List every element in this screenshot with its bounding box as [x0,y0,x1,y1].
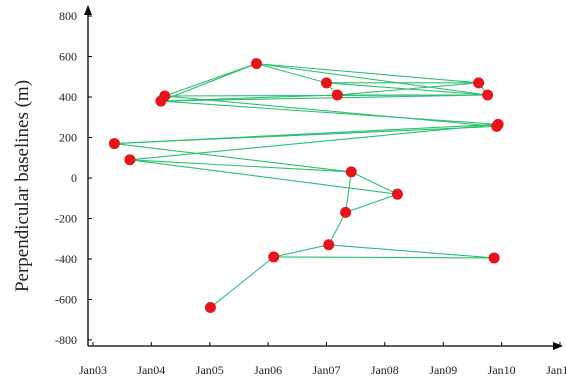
x-tick-label: Jan03 [79,363,107,377]
connection-line [160,94,488,102]
connection-line [210,256,275,308]
acquisition-point [482,89,494,101]
x-tick-label: Jan06 [254,363,282,377]
baseline-connections [114,63,499,308]
connection-line [256,63,488,96]
acquisition-point [124,154,136,166]
connection-line [328,244,495,259]
connection-line [328,212,347,246]
x-tick-label: Jan05 [196,363,224,377]
connection-line [129,123,499,161]
y-tick-label: 0 [71,171,77,185]
connection-line [256,63,479,84]
connection-line [273,256,495,259]
y-tick-label: 600 [59,50,77,64]
connection-line [114,123,499,145]
connection-line [337,82,479,96]
connection-line [160,100,499,125]
acquisition-point [108,138,120,150]
acquisition-point [268,251,280,263]
acquisition-point [391,188,403,200]
connection-line [129,159,398,195]
acquisition-points [108,58,504,314]
connection-line [256,63,327,84]
x-tick-label: Jan10 [488,363,516,377]
acquisition-point [204,302,216,314]
x-axis-arrow [553,342,563,350]
acquisition-point [331,89,343,101]
acquisition-point [492,118,504,130]
acquisition-point [250,58,262,70]
x-tick-label: Jan11 [546,363,566,377]
y-tick-label: -600 [55,292,77,306]
acquisition-point [473,77,485,89]
acquisition-point [323,239,335,251]
y-axis-arrow [84,5,92,15]
connection-line [351,171,398,195]
axes [84,5,563,350]
acquisition-point [340,206,352,218]
acquisition-point [345,166,357,178]
acquisition-point [159,90,171,102]
y-tick-label: -400 [55,252,77,266]
x-tick-label: Jan04 [137,363,165,377]
x-tick-label: Jan09 [429,363,457,377]
connection-line [164,95,497,127]
y-tick-label: -800 [55,333,77,347]
connection-line [164,94,488,97]
acquisition-point [488,252,500,264]
tick-labels: 800 600 400 200 0 -200 -400 -600 -800 Jan03 Jan04 J… [55,9,566,377]
y-tick-label: 800 [59,9,77,23]
connection-line [345,193,398,213]
y-tick-label: -200 [55,211,77,225]
connection-line [114,143,352,173]
y-axis-title: Perpendicular baselines (m) [12,80,33,292]
x-tick-label: Jan07 [312,363,340,377]
connection-line [273,244,329,258]
y-tick-label: 200 [59,131,77,145]
y-tick-label: 400 [59,90,77,104]
acquisition-point [320,77,332,89]
connection-line [129,159,352,173]
connection-line [164,63,257,97]
connection-line [160,63,257,102]
x-tick-label: Jan08 [371,363,399,377]
connection-line [345,171,352,213]
